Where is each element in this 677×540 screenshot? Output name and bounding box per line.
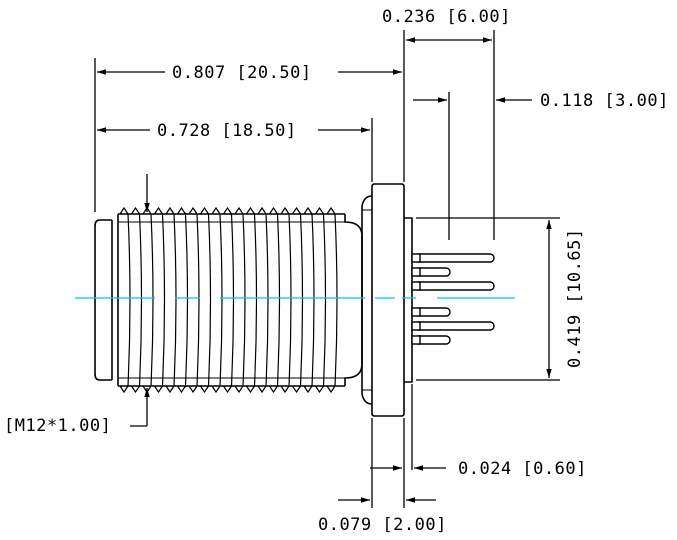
thread-ridge: [326, 206, 338, 394]
thread-ridge: [211, 206, 223, 394]
thread-ridge: [119, 206, 131, 394]
pin-shoulder: [411, 335, 421, 345]
pin-shoulder: [411, 321, 421, 331]
thread-ridge: [142, 206, 154, 394]
connector-body: [94, 213, 363, 387]
contact-pin: [413, 321, 495, 331]
thread-ridge: [269, 206, 281, 394]
dim-thread-spec: [M12*1.00]: [4, 416, 111, 436]
thread-ridge: [303, 206, 315, 394]
thread-ridge: [188, 206, 200, 394]
flange: [361, 183, 413, 417]
contact-pins: [411, 253, 495, 345]
thread-ridge: [200, 206, 212, 394]
thread-ridge: [165, 206, 177, 394]
thread-ridge: [223, 206, 235, 394]
dim-pin-length: 0.236 [6.00]: [382, 7, 511, 27]
thread-ridge: [246, 206, 258, 394]
dim-flange-thickness: 0.079 [2.00]: [318, 515, 447, 535]
dim-overall-length: 0.807 [20.50]: [172, 63, 312, 83]
thread-ridge: [234, 206, 246, 394]
front-nose: [94, 219, 112, 381]
dim-pin-height: 0.419 [10.65]: [565, 228, 585, 368]
thread-ridges: [119, 206, 338, 394]
thread-ridge: [292, 206, 304, 394]
contact-pin: [413, 281, 495, 291]
thread-ridge: [280, 206, 292, 394]
pin-shoulder: [411, 267, 421, 277]
thread-ridge: [177, 206, 189, 394]
dimension-lines: [94, 30, 560, 508]
dim-pin-step: 0.118 [3.00]: [540, 91, 669, 111]
thread-ridge: [257, 206, 269, 394]
dim-flange-gap: 0.024 [0.60]: [458, 459, 587, 479]
pin-shoulder: [411, 307, 421, 317]
dimension-labels: 0.236 [6.00] 0.807 [20.50] 0.118 [3.00] …: [4, 7, 669, 535]
thread-ridge: [154, 206, 166, 394]
pin-shoulder: [411, 253, 421, 263]
thread-ridge: [131, 206, 143, 394]
dim-thread-length: 0.728 [18.50]: [157, 121, 297, 141]
contact-pin: [413, 253, 495, 263]
thread-ridge: [315, 206, 327, 394]
pin-shoulder: [411, 281, 421, 291]
